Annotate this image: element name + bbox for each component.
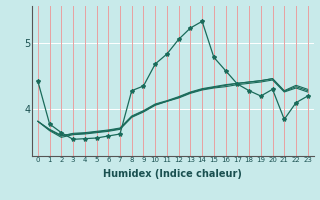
X-axis label: Humidex (Indice chaleur): Humidex (Indice chaleur) bbox=[103, 169, 242, 179]
